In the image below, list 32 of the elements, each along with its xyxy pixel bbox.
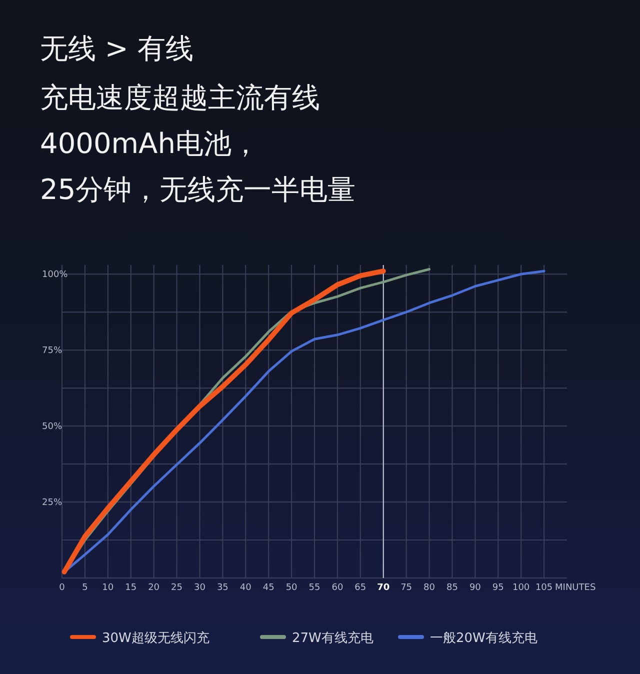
y-tick-label: 100% — [42, 270, 68, 280]
x-tick-label: 65 — [354, 583, 366, 593]
x-axis-title: MINUTES — [555, 583, 596, 593]
x-tick-label: 80 — [424, 583, 436, 593]
x-tick-label: 35 — [216, 583, 228, 593]
y-tick-label: 75% — [42, 346, 62, 356]
x-tick-label: 70 — [377, 583, 390, 593]
x-tick-label: 55 — [308, 583, 320, 593]
chart-title: 无线 > 有线 — [40, 32, 194, 65]
legend-label: 30W超级无线闪充 — [102, 631, 210, 646]
x-tick-label: 25 — [171, 583, 182, 593]
y-tick-label: 25% — [42, 498, 62, 508]
y-tick-label: 50% — [42, 422, 62, 432]
x-tick-label: 5 — [82, 583, 88, 593]
chart-subtitle: 充电速度超越主流有线 4000mAh电池， 25分钟，无线充一半电量 — [40, 81, 356, 206]
x-tick-label: 20 — [148, 583, 160, 593]
x-tick-label: 0 — [59, 583, 66, 593]
x-tick-label: 45 — [262, 583, 274, 593]
x-tick-label: 15 — [125, 583, 137, 593]
x-tick-label: 40 — [240, 583, 252, 593]
x-tick-label: 100 — [512, 583, 530, 593]
x-tick-label: 30 — [194, 583, 206, 593]
x-tick-label: 75 — [400, 583, 412, 593]
x-tick-label: 105 — [535, 583, 553, 593]
legend-label: 27W有线充电 — [292, 631, 374, 646]
x-tick-label: 90 — [469, 583, 482, 593]
x-tick-label: 50 — [286, 583, 298, 593]
x-tick-label: 85 — [446, 583, 458, 593]
x-tick-label: 95 — [492, 583, 504, 593]
x-tick-label: 60 — [332, 583, 344, 593]
legend-label: 一般20W有线充电 — [430, 631, 538, 646]
x-tick-label: 10 — [102, 583, 114, 593]
